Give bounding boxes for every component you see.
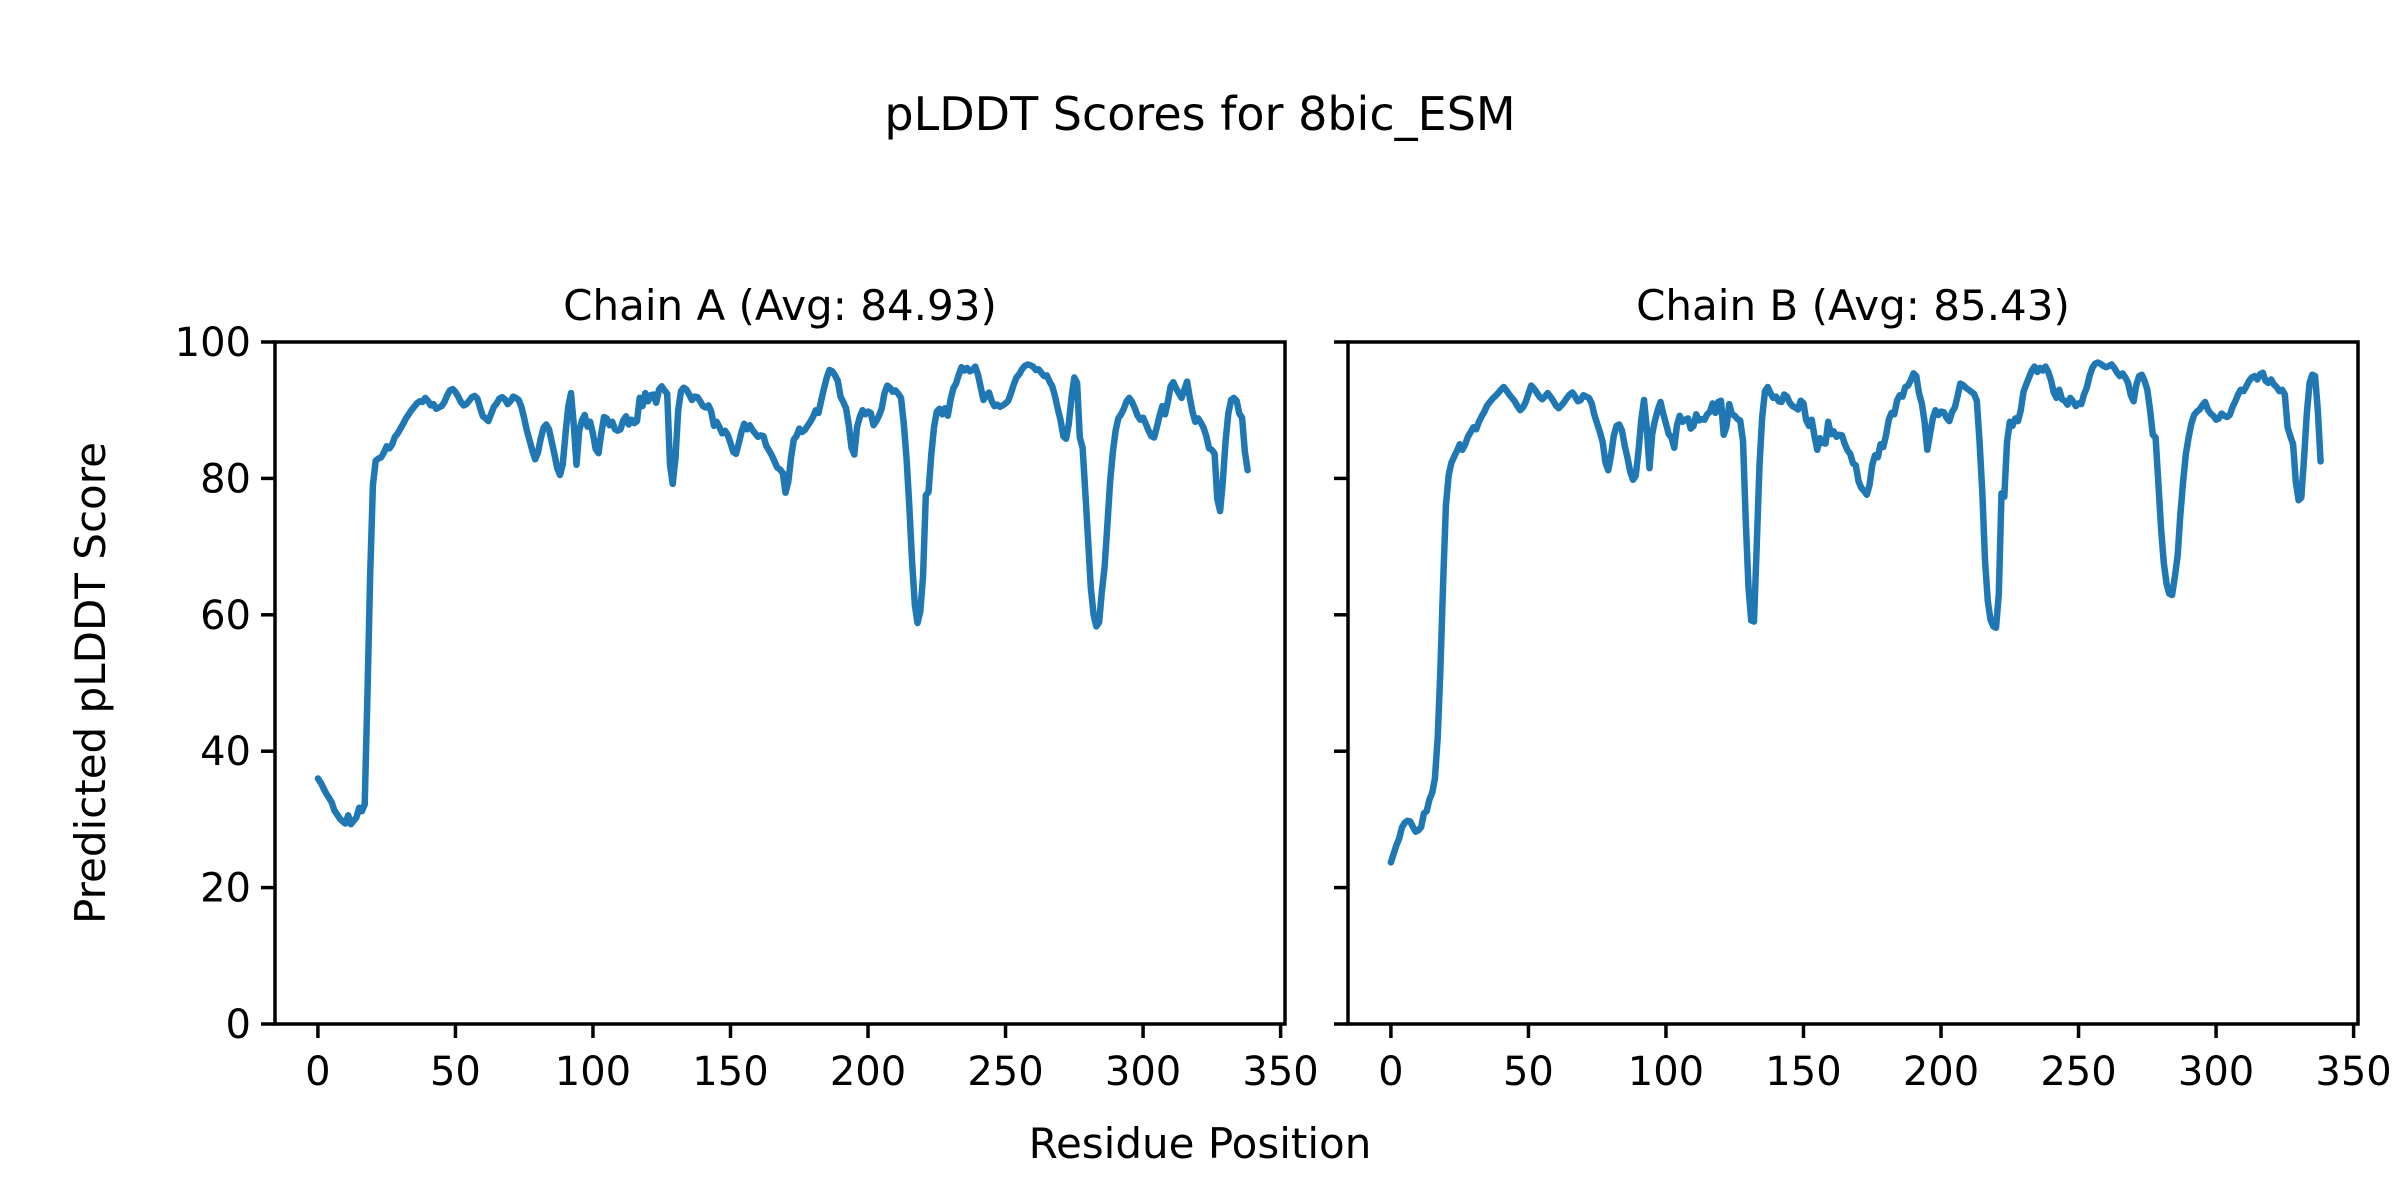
y-axis-label: Predicted pLDDT Score	[66, 442, 115, 924]
subplots-group: Chain A (Avg: 84.93)0 50 100 150 200 250 300 35…	[175, 281, 2392, 1095]
subplot-title-chain-a: Chain A (Avg: 84.93)	[563, 281, 997, 330]
y-tick-label: 100	[175, 320, 251, 366]
figure-title: pLDDT Scores for 8bic_ESM	[884, 87, 1515, 141]
y-tick-label: 40	[200, 729, 251, 775]
axes-frame-chain-b	[1346, 340, 2360, 1026]
x-tick-label: 100	[555, 1049, 631, 1095]
y-tick-label: 0	[226, 1002, 251, 1048]
axes-chain-a: Chain A (Avg: 84.93)0 50 100 150 200 250 300 35…	[175, 281, 1319, 1095]
x-tick-label: 250	[2040, 1049, 2116, 1095]
x-axis-label: Residue Position	[1029, 1119, 1372, 1168]
axes-frame-chain-a	[273, 340, 1287, 1026]
x-tick-label: 0	[305, 1049, 330, 1095]
axes-chain-b: Chain B (Avg: 85.43) 0 50 100 150 200 250 300 35…	[1334, 281, 2392, 1095]
plddt-line-chain-b	[1387, 359, 2324, 866]
x-tick-label: 350	[2315, 1049, 2391, 1095]
x-tick-label: 50	[1503, 1049, 1554, 1095]
x-tick-label: 300	[1105, 1049, 1181, 1095]
subplot-title-chain-b: Chain B (Avg: 85.43)	[1636, 281, 2070, 330]
x-tick-label: 250	[967, 1049, 1043, 1095]
x-tick-label: 150	[692, 1049, 768, 1095]
x-tick-label: 200	[1903, 1049, 1979, 1095]
x-tick-label: 100	[1628, 1049, 1704, 1095]
x-tick-label: 300	[2178, 1049, 2254, 1095]
x-tick-label: 0	[1378, 1049, 1403, 1095]
plddt-line-chain-a	[314, 361, 1251, 828]
x-tick-label: 150	[1765, 1049, 1841, 1095]
y-tick-label: 60	[200, 593, 251, 639]
y-tick-label: 80	[200, 456, 251, 502]
x-tick-label: 50	[430, 1049, 481, 1095]
y-tick-label: 20	[200, 866, 251, 912]
x-tick-label: 200	[830, 1049, 906, 1095]
x-tick-label: 350	[1242, 1049, 1318, 1095]
